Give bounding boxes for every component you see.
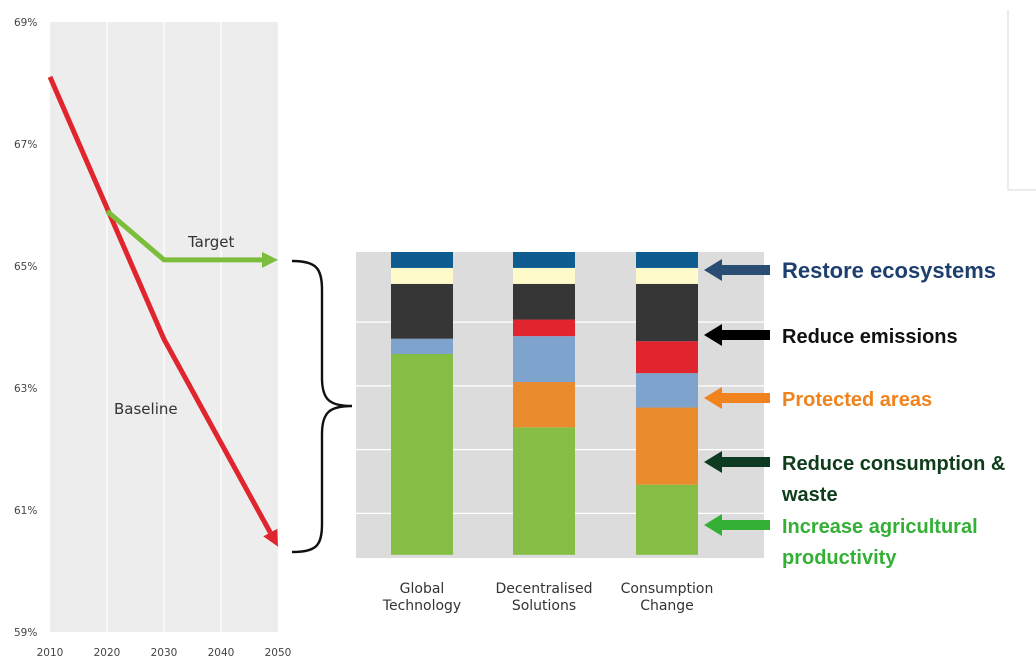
legend-label-0: Restore ecosystems	[782, 258, 996, 283]
legend-label-3: Reduce consumption &	[782, 453, 1005, 475]
bar-stack-1	[513, 252, 575, 555]
bar-segment-0-3	[391, 338, 453, 354]
bar-category-label-0-0: Global	[400, 581, 445, 597]
bar-category-label-1-1: Solutions	[512, 598, 576, 614]
x-tick-2010: 2010	[37, 647, 64, 659]
x-tick-2050: 2050	[265, 647, 292, 659]
bar-segment-1-5	[513, 283, 575, 320]
bar-segment-0-5	[391, 283, 453, 339]
y-tick-63: 63%	[14, 383, 37, 395]
bar-segment-2-0	[636, 484, 698, 555]
bar-segment-2-3	[636, 373, 698, 408]
bar-category-label-1-0: Decentralised	[496, 581, 593, 597]
baseline-line	[47, 75, 273, 534]
bar-segment-0-7	[391, 252, 453, 268]
x-tick-2040: 2040	[208, 647, 235, 659]
legend-label-4-line2: productivity	[782, 547, 897, 569]
x-tick-2030: 2030	[151, 647, 178, 659]
target-arrowhead	[262, 251, 278, 268]
y-tick-61: 61%	[14, 505, 37, 517]
curly-brace	[291, 259, 353, 554]
legend-item-1: Reduce emissions	[704, 324, 958, 348]
bar-segment-1-6	[513, 267, 575, 284]
bar-segment-2-4	[636, 341, 698, 374]
x-axis-ticks: 2010 2020 2030 2040 2050	[37, 647, 292, 659]
corner-frame	[1007, 10, 1036, 191]
bar-segment-1-4	[513, 319, 575, 337]
legend-item-2: Protected areas	[704, 387, 932, 411]
bar-stack-2	[636, 252, 698, 555]
bar-segment-2-7	[636, 252, 698, 268]
bar-category-label-0-1: Technology	[382, 598, 461, 614]
bar-stacks	[391, 252, 698, 555]
line-series	[47, 75, 278, 547]
legend-arrow-1	[704, 324, 770, 346]
legend-item-3: Reduce consumption & waste	[704, 451, 1005, 506]
target-label: Target	[187, 233, 235, 251]
bar-segment-0-6	[391, 267, 453, 284]
y-tick-65: 65%	[14, 261, 37, 273]
legend-item-4: Increase agricultural productivity	[704, 514, 978, 569]
baseline-arrowhead	[263, 528, 278, 547]
line-grid	[106, 22, 222, 632]
bar-stack-0	[391, 252, 453, 555]
y-axis-ticks: 59% 61% 63% 65% 67% 69%	[14, 17, 37, 639]
y-tick-67: 67%	[14, 139, 37, 151]
bar-segment-0-0	[391, 354, 453, 555]
legend-label-2: Protected areas	[782, 389, 932, 411]
bar-segment-1-3	[513, 336, 575, 383]
legend-label-4: Increase agricultural	[782, 516, 978, 538]
target-line	[105, 209, 262, 263]
legend-arrow-2	[704, 387, 770, 409]
legend-label-3-line2: waste	[781, 484, 838, 506]
bar-segment-1-7	[513, 252, 575, 268]
baseline-label: Baseline	[114, 400, 178, 418]
legend-item-0: Restore ecosystems	[704, 258, 996, 283]
legend-arrow-4	[704, 514, 770, 536]
legend-arrow-3	[704, 451, 770, 473]
bar-segment-2-2	[636, 407, 698, 485]
legend: Restore ecosystems Reduce emissions Protec…	[704, 258, 1005, 569]
bar-segment-1-0	[513, 427, 575, 555]
bar-category-label-2-0: Consumption	[621, 581, 714, 597]
bar-segment-2-5	[636, 283, 698, 342]
x-tick-2020: 2020	[94, 647, 121, 659]
legend-label-1: Reduce emissions	[782, 326, 958, 348]
bar-segment-2-6	[636, 267, 698, 284]
bar-category-label-2-1: Change	[640, 598, 694, 614]
legend-arrow-0	[704, 259, 770, 281]
y-tick-69: 69%	[14, 17, 37, 29]
bar-segment-1-2	[513, 382, 575, 428]
y-tick-59: 59%	[14, 627, 37, 639]
